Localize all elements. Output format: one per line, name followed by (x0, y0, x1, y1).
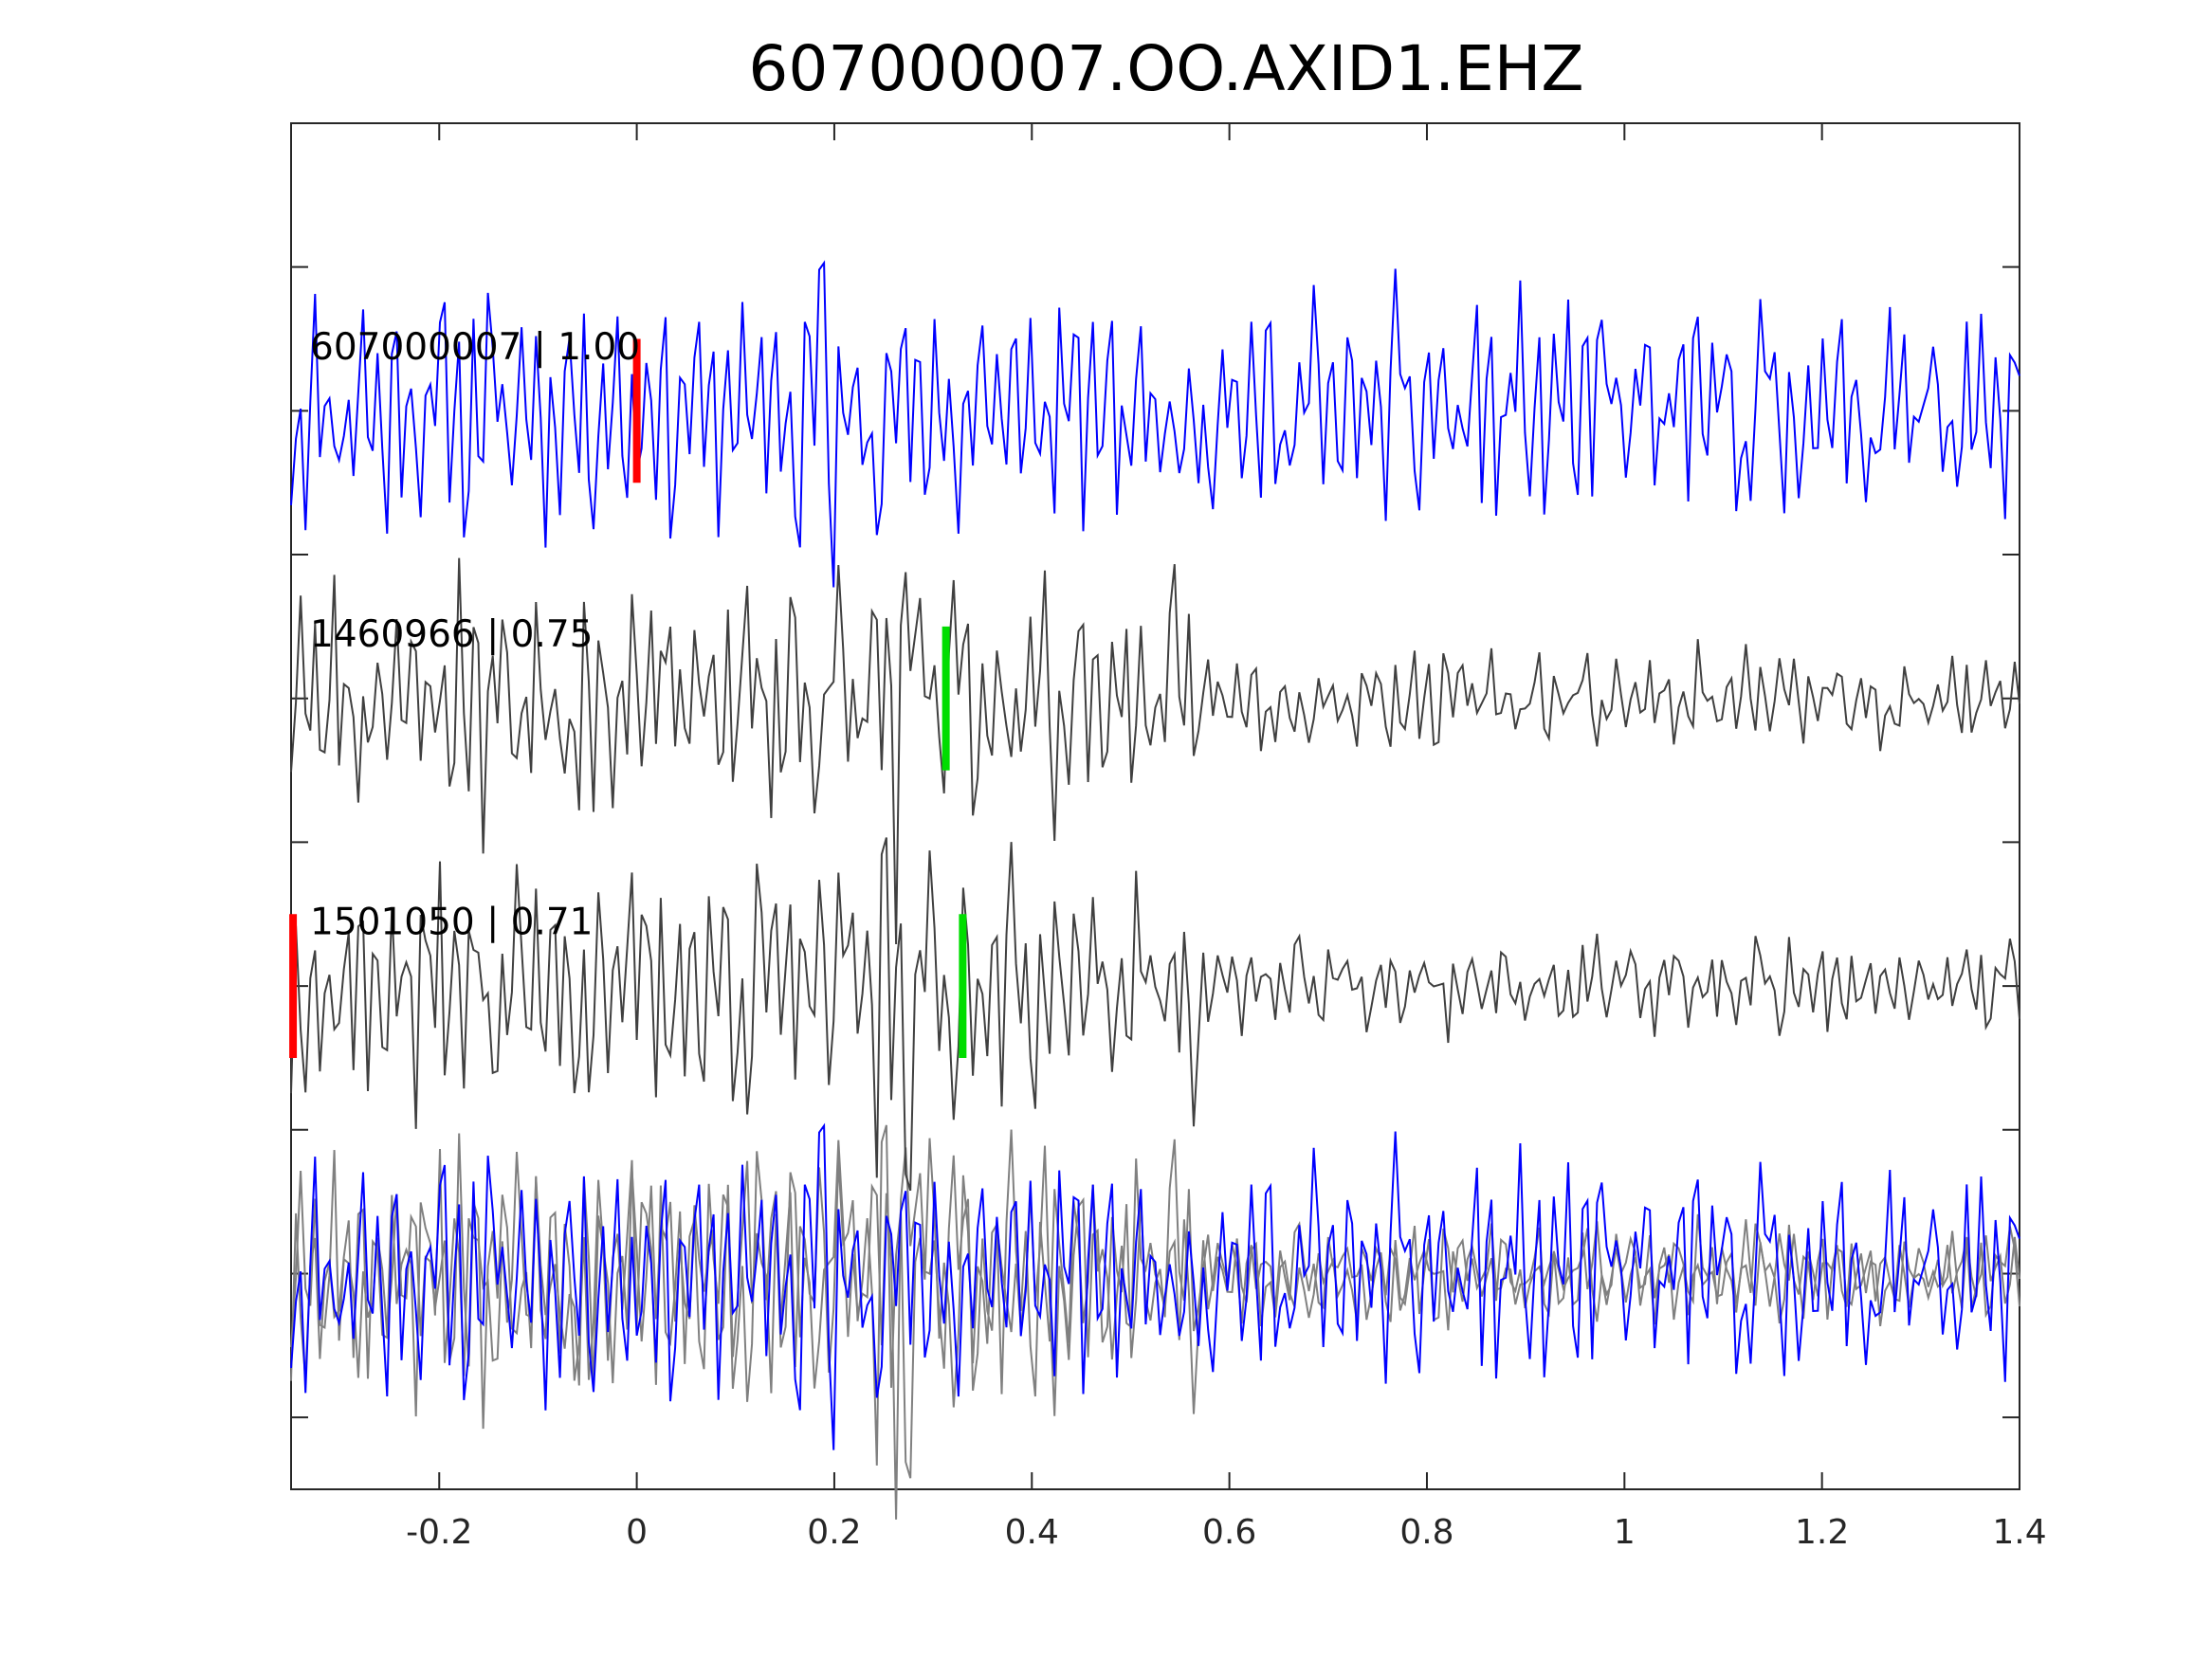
x-tick-label: 1.2 (1795, 1513, 1849, 1552)
picks (289, 338, 967, 1058)
traces (290, 260, 2020, 1520)
trace-607000007 (290, 260, 2020, 588)
x-tick-label: 1.4 (1992, 1513, 2046, 1552)
trace-stacked-1460966 (290, 1133, 2020, 1520)
trace-labels: 607000007 | 1.00 1460966 | 0.75 1501050 | … (310, 326, 640, 944)
plot-frame (290, 122, 2020, 1490)
x-tick-label: 0.2 (807, 1513, 861, 1552)
trace-1460966 (290, 557, 2020, 945)
chart-title: 607000007.OO.AXID1.EHZ (748, 32, 1583, 105)
trace-label: 1501050 | 0.71 (310, 901, 593, 943)
x-tick-label: 0.4 (1005, 1513, 1059, 1552)
x-tick-label: 0.6 (1202, 1513, 1256, 1552)
x-axis: -0.2 0 0.2 0.4 0.6 0.8 1 1.2 1.4 (406, 123, 2047, 1552)
trace-1501050 (290, 837, 2020, 1192)
trace-label: 1460966 | 0.75 (310, 613, 593, 656)
x-tick-label: 0 (626, 1513, 648, 1552)
x-tick-label: -0.2 (406, 1513, 472, 1552)
trace-stacked-607000007 (290, 1122, 2020, 1450)
x-tick-label: 0.8 (1399, 1513, 1453, 1552)
trace-label: 607000007 | 1.00 (310, 326, 640, 369)
x-tick-label: 1 (1614, 1513, 1636, 1552)
